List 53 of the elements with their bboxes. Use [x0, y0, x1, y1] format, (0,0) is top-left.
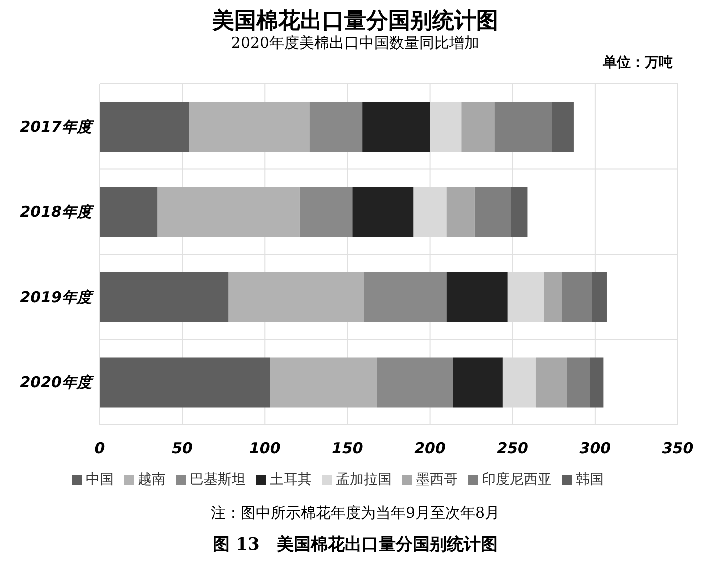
y-tick-label: 2019年度	[20, 288, 95, 306]
x-tick-label: 200	[414, 440, 446, 458]
legend-label: 越南	[138, 472, 166, 488]
text: 单位：万吨	[602, 54, 674, 73]
legend-label: 巴基斯坦	[190, 472, 246, 488]
legend-label: 韩国	[576, 472, 604, 488]
bar	[562, 272, 592, 322]
bar	[100, 358, 270, 408]
legend-label: 孟加拉国	[336, 472, 392, 488]
caption: 图 13 美国棉花出口量分国别统计图	[212, 534, 499, 556]
legend-label: 土耳其	[270, 472, 312, 488]
chart-title: 美国棉花出口量分国别统计图	[211, 8, 500, 34]
x-tick-label: 300	[580, 440, 612, 458]
bar	[189, 102, 310, 152]
text: 注：图中所示棉花年度为当年9月至次年8月	[210, 504, 502, 523]
bar	[446, 272, 508, 322]
bar	[590, 358, 604, 408]
x-tick-label: 150	[332, 440, 364, 458]
bar	[377, 358, 454, 408]
bar	[300, 187, 353, 238]
bar	[462, 102, 495, 152]
bar	[362, 102, 430, 152]
bar	[446, 187, 475, 238]
bar	[270, 358, 378, 408]
bar	[494, 102, 552, 152]
legend-label: 中国	[86, 472, 114, 488]
bar	[453, 358, 503, 408]
bar	[310, 102, 363, 152]
bar	[100, 272, 229, 322]
legend-label: 印度尼西亚	[482, 472, 552, 488]
y-tick-label: 2020年度	[20, 374, 95, 392]
bar	[567, 358, 590, 408]
bar	[352, 187, 414, 238]
bar	[474, 187, 512, 238]
bar	[364, 272, 447, 322]
x-tick-label: 0	[94, 440, 106, 458]
bar	[552, 102, 574, 152]
bar	[100, 102, 190, 152]
legend-label: 墨西哥	[416, 472, 458, 488]
x-tick-label: 250	[497, 440, 529, 458]
bar	[228, 272, 364, 322]
chart-subtitle: 2020年度美棉出口中国数量同比增加	[230, 34, 481, 52]
bar	[544, 272, 562, 322]
x-tick-label: 350	[662, 440, 694, 458]
bar	[511, 187, 528, 238]
y-tick-label: 2017年度	[20, 118, 95, 136]
bar	[158, 187, 300, 238]
bar	[536, 358, 568, 408]
x-tick-label: 50	[172, 440, 194, 458]
bar	[592, 272, 607, 322]
bar	[100, 187, 158, 238]
y-tick-label: 2018年度	[20, 203, 95, 222]
x-tick-label: 100	[249, 440, 281, 458]
